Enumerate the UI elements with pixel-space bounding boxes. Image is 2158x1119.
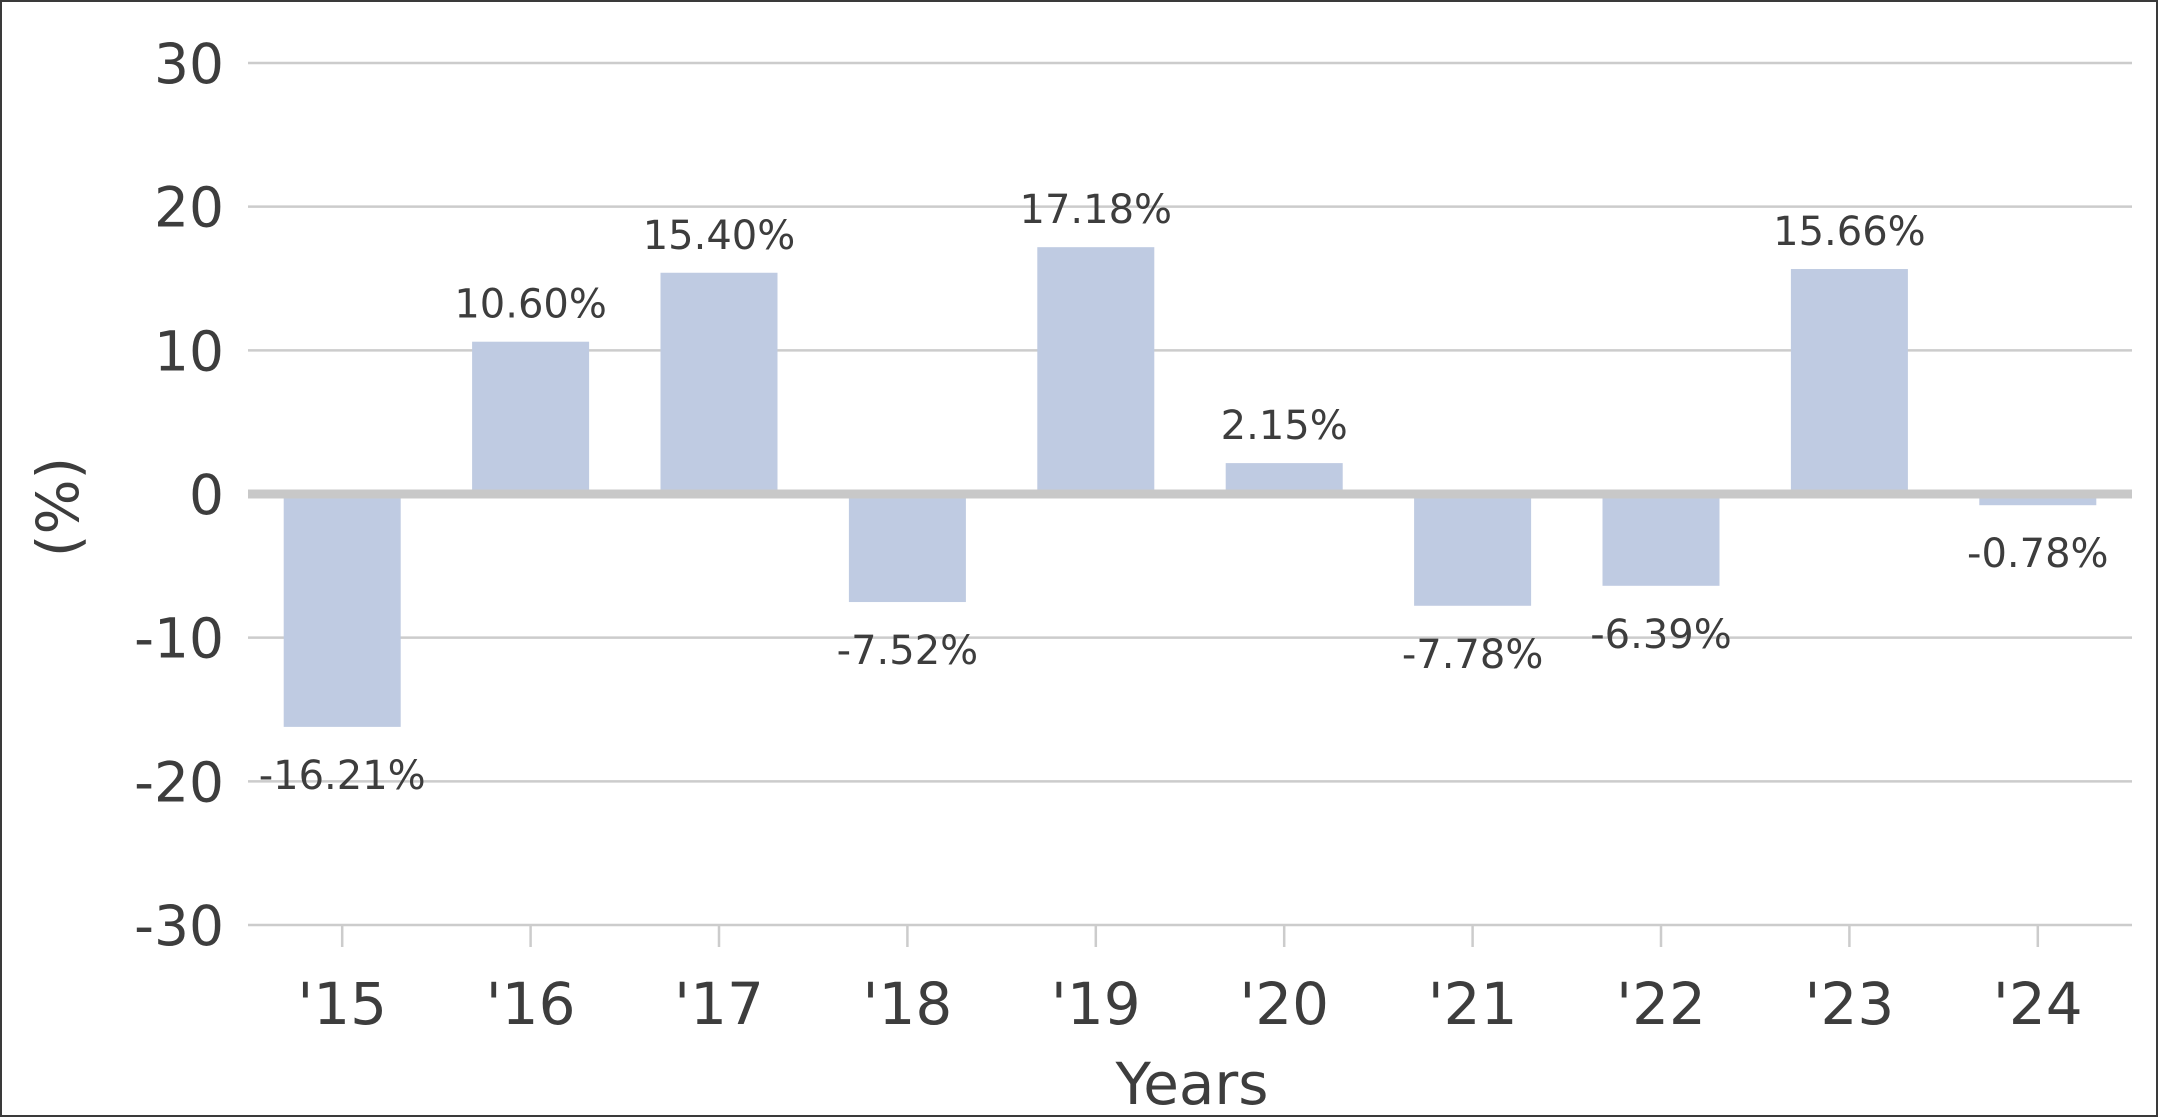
data-label: -16.21% bbox=[259, 753, 426, 799]
data-label: 17.18% bbox=[1020, 187, 1173, 233]
bar-20 bbox=[1225, 463, 1343, 494]
y-tick-label: 10 bbox=[154, 319, 224, 383]
x-tick-label: '18 bbox=[863, 970, 953, 1038]
y-tick-label: 30 bbox=[154, 32, 224, 96]
x-tick-label: '20 bbox=[1239, 970, 1329, 1038]
y-axis-title: (%) bbox=[24, 457, 92, 557]
y-tick-label: -20 bbox=[134, 750, 224, 814]
y-tick-label: -10 bbox=[134, 607, 224, 671]
axes: 30 20 10 0 -10 -20 -30 '15 '16 '17 '18 '19 '20 '21 '22… bbox=[134, 32, 2132, 1038]
bar-18 bbox=[848, 494, 966, 603]
data-label: -6.39% bbox=[1590, 612, 1732, 658]
x-tick-label: '23 bbox=[1805, 970, 1895, 1038]
y-tick-label: 20 bbox=[154, 176, 224, 240]
data-label: 10.60% bbox=[454, 282, 607, 328]
labels: -16.21% 10.60% 15.40% -7.52% 17.18% 2.15% -7.7… bbox=[259, 187, 2109, 799]
bar-21 bbox=[1414, 494, 1532, 606]
data-label: 2.15% bbox=[1221, 403, 1348, 449]
bar-15 bbox=[283, 494, 401, 727]
bar-19 bbox=[1037, 247, 1155, 494]
bar-22 bbox=[1602, 494, 1720, 586]
data-label: -0.78% bbox=[1967, 531, 2109, 577]
data-label: -7.78% bbox=[1402, 632, 1544, 678]
x-axis-title: Years bbox=[1114, 1050, 1268, 1118]
bar-23 bbox=[1790, 269, 1908, 494]
x-tick-label: '19 bbox=[1051, 970, 1141, 1038]
x-tick-label: '15 bbox=[297, 970, 387, 1038]
y-tick-label: -30 bbox=[134, 894, 224, 958]
bar-24 bbox=[1979, 494, 2097, 506]
data-label: 15.66% bbox=[1773, 209, 1926, 255]
data-label: 15.40% bbox=[643, 213, 796, 259]
x-tick-label: '21 bbox=[1428, 970, 1518, 1038]
x-tick-label: '17 bbox=[674, 970, 764, 1038]
x-tick-label: '24 bbox=[1993, 970, 2083, 1038]
bars bbox=[283, 247, 2097, 727]
x-tick-label: '22 bbox=[1616, 970, 1706, 1038]
x-tick-label: '16 bbox=[486, 970, 576, 1038]
data-label: -7.52% bbox=[837, 628, 979, 674]
bar-17 bbox=[660, 272, 778, 494]
y-tick-label: 0 bbox=[189, 463, 224, 527]
bar-16 bbox=[472, 341, 590, 494]
